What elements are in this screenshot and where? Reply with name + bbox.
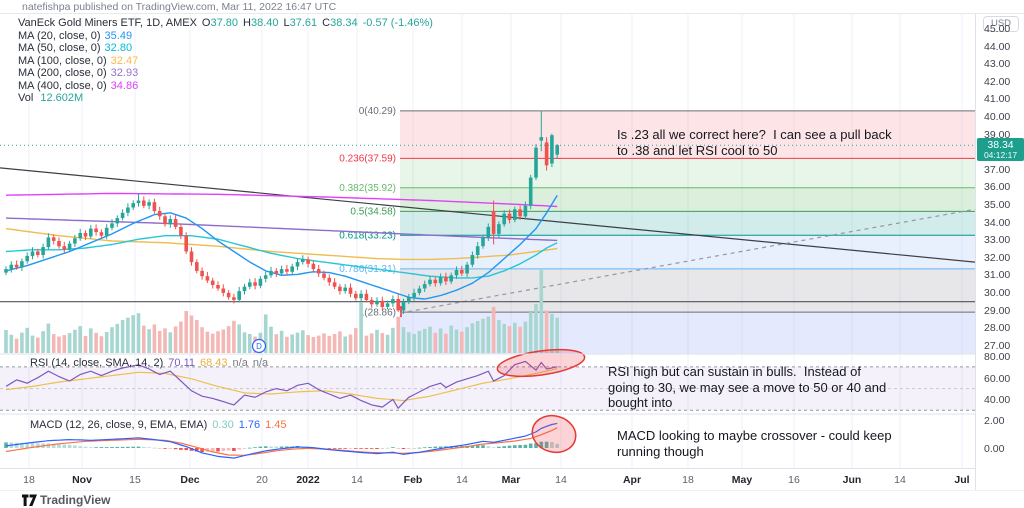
last-price: 38.34 <box>987 139 1014 151</box>
ohlc-C: C38.34 <box>322 17 358 29</box>
time-tick-15: 15 <box>129 474 141 486</box>
svg-text:0.382(35.92): 0.382(35.92) <box>339 183 396 194</box>
price-tick: 31.00 <box>984 269 1011 282</box>
ma-legend-row-3[interactable]: MA (200, close, 0) 32.93 <box>18 67 139 79</box>
macd-label: MACD (12, 26, close, 9, EMA, EMA) <box>30 419 208 431</box>
publication-text: natefishpa published on TradingView.com,… <box>22 1 337 13</box>
macd-legend-row[interactable]: MACD (12, 26, close, 9, EMA, EMA) 0.30 1.7… <box>30 419 287 431</box>
ma-legend-row-2[interactable]: MA (100, close, 0) 32.47 <box>18 54 139 67</box>
price-tick: 35.00 <box>984 199 1011 211</box>
ma-legend-row-4[interactable]: MA (400, close, 0) 34.86 <box>18 79 139 92</box>
indicator-value: 0.30 <box>212 419 234 431</box>
tradingview-brand-text[interactable]: TradingView <box>40 493 111 507</box>
svg-text:0.236(37.59): 0.236(37.59) <box>339 154 396 165</box>
time-tick-Apr: Apr <box>622 474 642 486</box>
time-tick-18: 18 <box>23 474 35 486</box>
ma-legend-row-0[interactable]: MA (20, close, 0) 35.49 <box>18 29 133 42</box>
indicator-value: 70.11 <box>168 357 195 369</box>
price-tick: 36.00 <box>984 181 1011 194</box>
volume-label: Vol <box>18 92 34 104</box>
text-annotation-3[interactable]: MACD looking to maybe crossover - could … <box>617 428 892 459</box>
rsi-tick: 60.00 <box>984 372 1011 385</box>
price-tick: 30.00 <box>984 287 1011 299</box>
time-tick-20: 20 <box>256 474 268 486</box>
price-tick: 28.00 <box>984 322 1011 335</box>
time-tick-14: 14 <box>555 474 567 486</box>
text-annotation-1[interactable]: Is .23 all we correct here? I can see a … <box>617 127 892 158</box>
time-tick-Jun: Jun <box>842 474 862 486</box>
indicator-value: 1.45 <box>265 419 287 431</box>
rsi-tick: 80.00 <box>984 351 1011 363</box>
footer-bar: TradingView <box>0 490 1024 508</box>
indicator-value: 68.43 <box>200 357 228 369</box>
price-tick: 42.00 <box>984 75 1011 88</box>
price-tick: 45.00 <box>984 23 1011 35</box>
time-tick-18: 18 <box>682 474 694 486</box>
macd-values: 0.30 1.76 1.45 <box>207 419 286 431</box>
symbol-title: VanEck Gold Miners ETF, 1D, AMEX <box>18 17 197 29</box>
price-tick: 27.00 <box>984 339 1011 352</box>
time-tick-2022: 2022 <box>296 474 320 486</box>
rsi-label: RSI (14, close, SMA, 14, 2) <box>30 357 164 369</box>
svg-text:1(28.86): 1(28.86) <box>359 307 396 318</box>
rsi-values: 70.11 68.43 n/a n/a <box>163 357 268 369</box>
price-tick: 33.00 <box>984 234 1011 247</box>
svg-text:0.618(33.23): 0.618(33.23) <box>339 230 396 241</box>
time-tick-Nov: Nov <box>72 474 92 486</box>
ohlc-L: L37.61 <box>283 17 318 29</box>
publication-bar: natefishpa published on TradingView.com,… <box>0 0 1024 14</box>
ohlc-H: H38.40 <box>243 17 279 29</box>
price-tick: 29.00 <box>984 304 1011 317</box>
time-tick-14: 14 <box>894 474 906 486</box>
svg-text:0.786(31.31): 0.786(31.31) <box>339 264 396 275</box>
indicator-value: n/a <box>232 357 248 369</box>
text-annotation-2[interactable]: RSI high but can sustain in bulls. Inste… <box>608 364 887 410</box>
volume-legend-row[interactable]: Vol 12.602M <box>18 92 433 105</box>
price-tick: 44.00 <box>984 40 1011 53</box>
time-tick-16: 16 <box>788 474 800 486</box>
time-tick-May: May <box>731 474 753 486</box>
svg-text:0(40.29): 0(40.29) <box>359 106 396 117</box>
price-tick: 43.00 <box>984 58 1011 71</box>
price-tick: 32.00 <box>984 251 1011 264</box>
indicator-value: n/a <box>252 357 269 369</box>
macd-tick: 0.00 <box>984 443 1005 455</box>
price-tick: 34.00 <box>984 216 1011 229</box>
svg-text:0.5(34.58): 0.5(34.58) <box>350 207 396 218</box>
price-tick: 40.00 <box>984 111 1011 123</box>
tradingview-logo-icon[interactable] <box>22 494 37 508</box>
symbol-legend-row[interactable]: VanEck Gold Miners ETF, 1D, AMEX O37.80 H3… <box>18 17 433 30</box>
rsi-tick: 40.00 <box>984 394 1011 407</box>
price-tick: 37.00 <box>984 163 1011 176</box>
price-tick: 41.00 <box>984 93 1011 106</box>
bar-countdown: 04:12:17 <box>983 150 1018 160</box>
ohlc-O: O37.80 <box>201 17 239 29</box>
ohlc-values: O37.80 H38.40 L37.61 C38.34 -0.57 (-1.46%) <box>197 17 433 29</box>
chart-legend: VanEck Gold Miners ETF, 1D, AMEX O37.80 H3… <box>18 17 433 105</box>
time-tick-Dec: Dec <box>180 474 200 486</box>
ma-legend-row-1[interactable]: MA (50, close, 0) 32.80 <box>18 42 133 54</box>
price-tick: 39.00 <box>984 128 1011 141</box>
macd-tick: 2.00 <box>984 415 1005 427</box>
svg-text:D: D <box>256 342 262 351</box>
time-tick-Mar: Mar <box>501 474 521 486</box>
time-tick-Jul: Jul <box>954 474 970 486</box>
change-value: -0.57 (-1.46%) <box>362 17 433 29</box>
time-tick-Feb: Feb <box>403 474 423 486</box>
time-tick-14: 14 <box>456 474 468 486</box>
rsi-legend-row[interactable]: RSI (14, close, SMA, 14, 2) 70.11 68.43 n/a… <box>30 357 268 369</box>
currency-button[interactable]: USD <box>983 16 1019 32</box>
price-axis[interactable]: USD 45.00 44.00 43.00 42.00 41.00 40.00 39.00 3… <box>975 14 1024 490</box>
last-price-badge[interactable]: 38.34 04:12:17 <box>977 138 1024 161</box>
volume-value: 12.602M <box>40 92 84 104</box>
time-axis[interactable]: 18 Nov 15 Dec 20 2022 14 Feb 14 Mar 14 Apr 18 May 16 Ju… <box>0 468 975 491</box>
time-tick-14: 14 <box>351 474 363 486</box>
indicator-value: 1.76 <box>238 419 261 431</box>
